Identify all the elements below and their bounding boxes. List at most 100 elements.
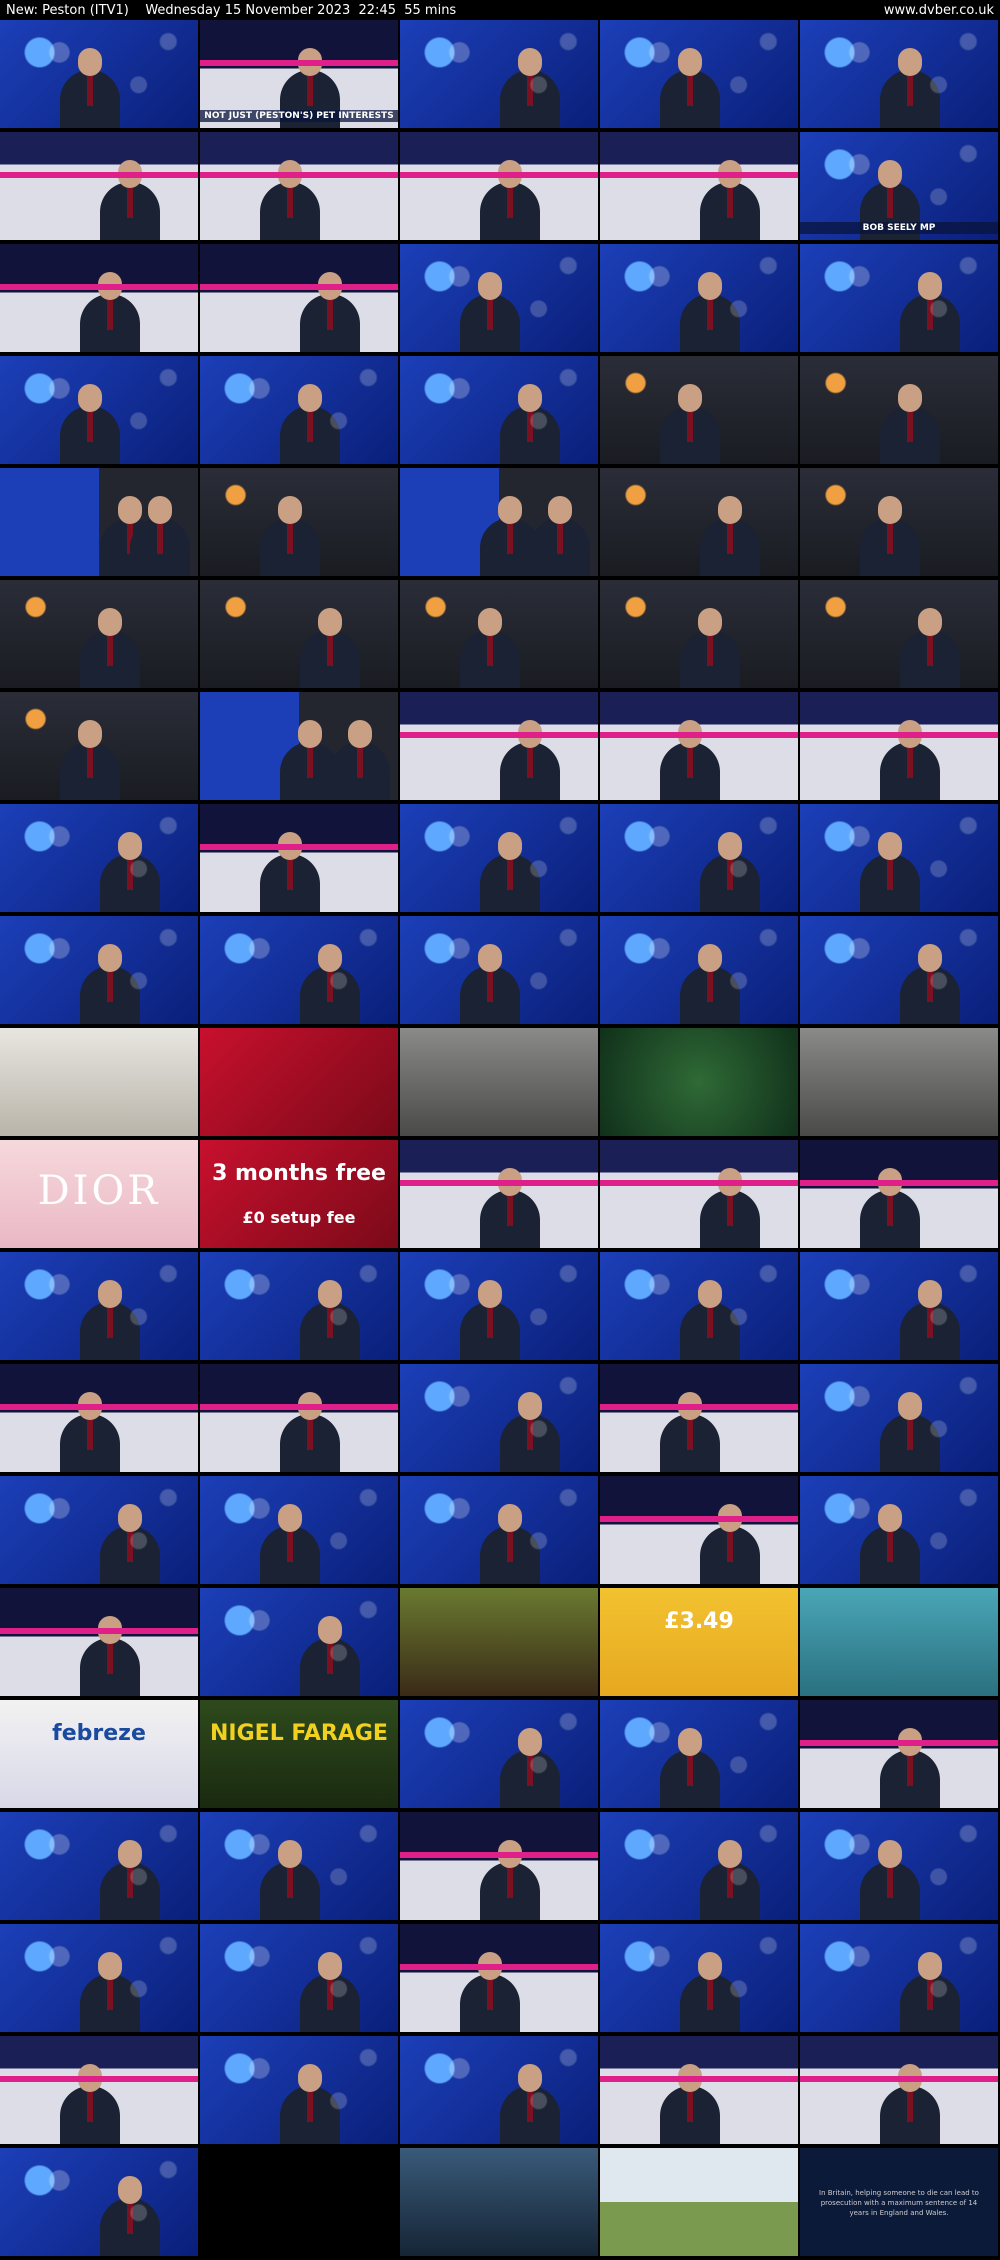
- thumbnail-62[interactable]: [400, 1364, 598, 1472]
- thumbnail-35[interactable]: [0, 804, 198, 912]
- thumbnail-16[interactable]: [200, 356, 398, 464]
- thumbnail-4[interactable]: [800, 20, 998, 128]
- thumbnail-27[interactable]: [400, 580, 598, 688]
- thumbnail-22[interactable]: [400, 468, 598, 576]
- thumbnail-99[interactable]: In Britain, helping someone to die can l…: [800, 2148, 998, 2256]
- thumbnail-74[interactable]: [800, 1588, 998, 1696]
- thumbnail-60[interactable]: [0, 1364, 198, 1472]
- thumbnail-39[interactable]: [800, 804, 998, 912]
- site-link[interactable]: www.dvber.co.uk: [883, 2, 994, 18]
- thumbnail-30[interactable]: [0, 692, 198, 800]
- thumbnail-54[interactable]: [800, 1140, 998, 1248]
- thumbnail-20[interactable]: [0, 468, 198, 576]
- thumbnail-41[interactable]: [200, 916, 398, 1024]
- thumbnail-56[interactable]: [200, 1252, 398, 1360]
- thumbnail-70[interactable]: [0, 1588, 198, 1696]
- thumbnail-59[interactable]: [800, 1252, 998, 1360]
- thumbnail-81[interactable]: [200, 1812, 398, 1920]
- thumbnail-45[interactable]: [0, 1028, 198, 1136]
- thumbnail-8[interactable]: [600, 132, 798, 240]
- thumbnail-85[interactable]: [0, 1924, 198, 2032]
- thumbnail-9[interactable]: BOB SEELY MP: [800, 132, 998, 240]
- thumbnail-12[interactable]: [400, 244, 598, 352]
- thumbnail-72[interactable]: [400, 1588, 598, 1696]
- thumbnail-65[interactable]: [0, 1476, 198, 1584]
- thumbnail-68[interactable]: [600, 1476, 798, 1584]
- thumbnail-63[interactable]: [600, 1364, 798, 1472]
- thumbnail-40[interactable]: [0, 916, 198, 1024]
- thumbnail-55[interactable]: [0, 1252, 198, 1360]
- thumbnail-38[interactable]: [600, 804, 798, 912]
- thumbnail-66[interactable]: [200, 1476, 398, 1584]
- thumbnail-14[interactable]: [800, 244, 998, 352]
- thumbnail-10[interactable]: [0, 244, 198, 352]
- thumbnail-52[interactable]: [400, 1140, 598, 1248]
- thumbnail-42[interactable]: [400, 916, 598, 1024]
- thumbnail-98[interactable]: [600, 2148, 798, 2256]
- thumbnail-34[interactable]: [800, 692, 998, 800]
- thumbnail-91[interactable]: [200, 2036, 398, 2144]
- thumbnail-57[interactable]: [400, 1252, 598, 1360]
- thumbnail-94[interactable]: [800, 2036, 998, 2144]
- thumbnail-73[interactable]: £3.49: [600, 1588, 798, 1696]
- thumbnail-5[interactable]: [0, 132, 198, 240]
- thumbnail-86[interactable]: [200, 1924, 398, 2032]
- thumbnail-47[interactable]: [400, 1028, 598, 1136]
- thumbnail-51[interactable]: 3 months free £0 setup fee: [200, 1140, 398, 1248]
- thumbnail-11[interactable]: [200, 244, 398, 352]
- thumbnail-93[interactable]: [600, 2036, 798, 2144]
- thumbnail-83[interactable]: [600, 1812, 798, 1920]
- thumbnail-3[interactable]: [600, 20, 798, 128]
- thumbnail-97[interactable]: [400, 2148, 598, 2256]
- thumbnail-77[interactable]: [400, 1700, 598, 1808]
- thumbnail-95[interactable]: [0, 2148, 198, 2256]
- thumbnail-17[interactable]: [400, 356, 598, 464]
- thumbnail-46[interactable]: [200, 1028, 398, 1136]
- thumbnail-18[interactable]: [600, 356, 798, 464]
- thumbnail-13[interactable]: [600, 244, 798, 352]
- thumbnail-61[interactable]: [200, 1364, 398, 1472]
- thumbnail-6[interactable]: [200, 132, 398, 240]
- thumbnail-43[interactable]: [600, 916, 798, 1024]
- thumbnail-58[interactable]: [600, 1252, 798, 1360]
- thumbnail-26[interactable]: [200, 580, 398, 688]
- thumbnail-90[interactable]: [0, 2036, 198, 2144]
- thumbnail-96[interactable]: [200, 2148, 398, 2256]
- thumbnail-29[interactable]: [800, 580, 998, 688]
- thumbnail-36[interactable]: [200, 804, 398, 912]
- thumbnail-92[interactable]: [400, 2036, 598, 2144]
- thumbnail-89[interactable]: [800, 1924, 998, 2032]
- thumbnail-21[interactable]: [200, 468, 398, 576]
- thumbnail-69[interactable]: [800, 1476, 998, 1584]
- thumbnail-64[interactable]: [800, 1364, 998, 1472]
- thumbnail-31[interactable]: [200, 692, 398, 800]
- thumbnail-0[interactable]: [0, 20, 198, 128]
- thumbnail-44[interactable]: [800, 916, 998, 1024]
- thumbnail-2[interactable]: [400, 20, 598, 128]
- thumbnail-24[interactable]: [800, 468, 998, 576]
- thumbnail-79[interactable]: [800, 1700, 998, 1808]
- thumbnail-15[interactable]: [0, 356, 198, 464]
- thumbnail-49[interactable]: [800, 1028, 998, 1136]
- thumbnail-19[interactable]: [800, 356, 998, 464]
- thumbnail-88[interactable]: [600, 1924, 798, 2032]
- thumbnail-84[interactable]: [800, 1812, 998, 1920]
- thumbnail-50[interactable]: DIOR: [0, 1140, 198, 1248]
- thumbnail-87[interactable]: [400, 1924, 598, 2032]
- thumbnail-33[interactable]: [600, 692, 798, 800]
- thumbnail-78[interactable]: [600, 1700, 798, 1808]
- thumbnail-7[interactable]: [400, 132, 598, 240]
- thumbnail-48[interactable]: [600, 1028, 798, 1136]
- thumbnail-53[interactable]: [600, 1140, 798, 1248]
- thumbnail-23[interactable]: [600, 468, 798, 576]
- thumbnail-1[interactable]: NOT JUST (PESTON'S) PET INTERESTS: [200, 20, 398, 128]
- thumbnail-75[interactable]: febreze: [0, 1700, 198, 1808]
- thumbnail-25[interactable]: [0, 580, 198, 688]
- thumbnail-82[interactable]: [400, 1812, 598, 1920]
- thumbnail-80[interactable]: [0, 1812, 198, 1920]
- thumbnail-28[interactable]: [600, 580, 798, 688]
- thumbnail-32[interactable]: [400, 692, 598, 800]
- thumbnail-76[interactable]: NIGEL FARAGE: [200, 1700, 398, 1808]
- thumbnail-71[interactable]: [200, 1588, 398, 1696]
- thumbnail-67[interactable]: [400, 1476, 598, 1584]
